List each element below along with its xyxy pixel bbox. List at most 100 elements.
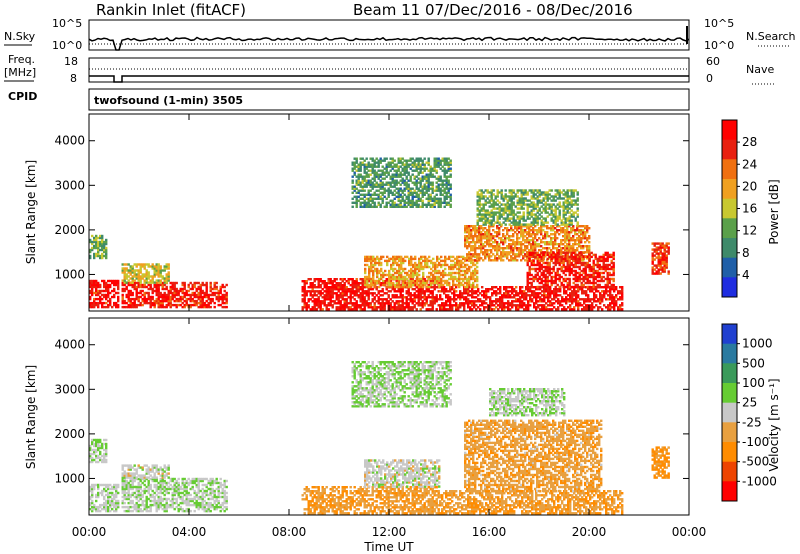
- power-cell: [125, 277, 128, 280]
- power-cell: [385, 298, 388, 301]
- power-cell: [143, 283, 146, 287]
- power-cell: [123, 269, 126, 272]
- power-cell: [659, 246, 662, 249]
- power-cell: [576, 259, 579, 263]
- power-cell: [568, 243, 571, 246]
- power-cell: [345, 280, 348, 283]
- power-cell: [582, 277, 585, 281]
- power-cell: [373, 183, 376, 186]
- power-cell: [439, 161, 442, 164]
- power-cell: [606, 273, 609, 277]
- power-cell: [570, 261, 573, 265]
- power-cell: [129, 283, 132, 287]
- power-cell: [512, 243, 515, 246]
- power-cell: [437, 161, 440, 164]
- power-cell: [466, 277, 469, 281]
- power-cell: [421, 296, 424, 299]
- power-cell: [189, 293, 192, 297]
- power-cell: [545, 302, 548, 305]
- power-cell: [379, 290, 382, 293]
- power-cell: [431, 175, 434, 178]
- power-cell: [552, 229, 555, 232]
- power-cell: [197, 291, 200, 295]
- power-cell: [431, 173, 434, 176]
- power-cell: [207, 305, 210, 309]
- power-cell: [341, 292, 344, 295]
- power-cell: [576, 255, 579, 258]
- power-cell: [608, 263, 611, 267]
- power-cell: [380, 257, 383, 261]
- power-cell: [591, 304, 594, 307]
- power-cell: [301, 308, 304, 311]
- power-region-8: [526, 251, 615, 289]
- power-cell: [372, 277, 375, 281]
- power-cell: [568, 247, 571, 250]
- power-cell: [572, 255, 575, 259]
- power-cell: [347, 302, 350, 305]
- power-cell: [397, 306, 400, 309]
- power-cell: [99, 299, 102, 303]
- power-cell: [586, 273, 589, 277]
- power-cell: [411, 282, 414, 285]
- power-cell: [447, 195, 450, 198]
- power-cell: [437, 157, 440, 160]
- power-cell: [421, 201, 424, 204]
- power-cell: [463, 306, 466, 309]
- power-cell: [93, 285, 96, 289]
- power-cell: [566, 225, 569, 228]
- power-cell: [549, 292, 552, 295]
- power-cell: [189, 295, 192, 299]
- power-cell: [339, 300, 342, 303]
- power-cell: [355, 181, 358, 184]
- power-cell: [379, 157, 382, 160]
- power-cell: [113, 293, 116, 297]
- power-cell: [584, 281, 587, 285]
- power-cell: [219, 291, 222, 295]
- power-cell: [367, 173, 370, 176]
- power-cell: [431, 189, 434, 192]
- power-cell: [91, 279, 94, 283]
- power-cell: [502, 239, 505, 242]
- power-cell: [129, 277, 132, 280]
- power-cell: [197, 287, 200, 291]
- power-cell: [361, 278, 364, 281]
- power-cell: [522, 239, 525, 242]
- power-cell: [619, 308, 622, 311]
- power-cell: [189, 281, 192, 285]
- power-cell: [406, 285, 409, 289]
- power-cell: [428, 275, 431, 279]
- power-cell: [149, 275, 152, 278]
- power-cell: [387, 290, 390, 293]
- power-cell: [351, 187, 354, 190]
- power-cell: [560, 247, 563, 250]
- power-cell: [524, 255, 527, 258]
- power-cell: [523, 302, 526, 305]
- power-cell: [667, 246, 670, 249]
- power-cell: [468, 269, 471, 273]
- power-cell: [433, 201, 436, 204]
- power-cell: [353, 290, 356, 293]
- noise-right-tick-low: 10^0: [704, 39, 734, 52]
- power-cell: [470, 253, 473, 256]
- power-cell: [387, 173, 390, 176]
- power-cell: [613, 308, 616, 311]
- power-cell: [349, 292, 352, 295]
- power-cell: [653, 250, 656, 253]
- power-cell: [434, 275, 437, 279]
- power-cell: [437, 159, 440, 162]
- power-cell: [655, 242, 658, 245]
- power-cell: [484, 241, 487, 244]
- power-cell: [181, 289, 184, 293]
- power-cell: [423, 203, 426, 206]
- power-cell: [598, 267, 601, 271]
- power-cell: [503, 306, 506, 309]
- power-cell: [467, 298, 470, 301]
- power-cell: [532, 259, 535, 263]
- power-cell: [153, 281, 156, 284]
- power-cell: [398, 263, 401, 267]
- power-cell: [419, 280, 422, 283]
- power-cell: [397, 175, 400, 178]
- power-cell: [516, 237, 519, 240]
- power-cell: [496, 251, 499, 254]
- power-cell: [421, 304, 424, 307]
